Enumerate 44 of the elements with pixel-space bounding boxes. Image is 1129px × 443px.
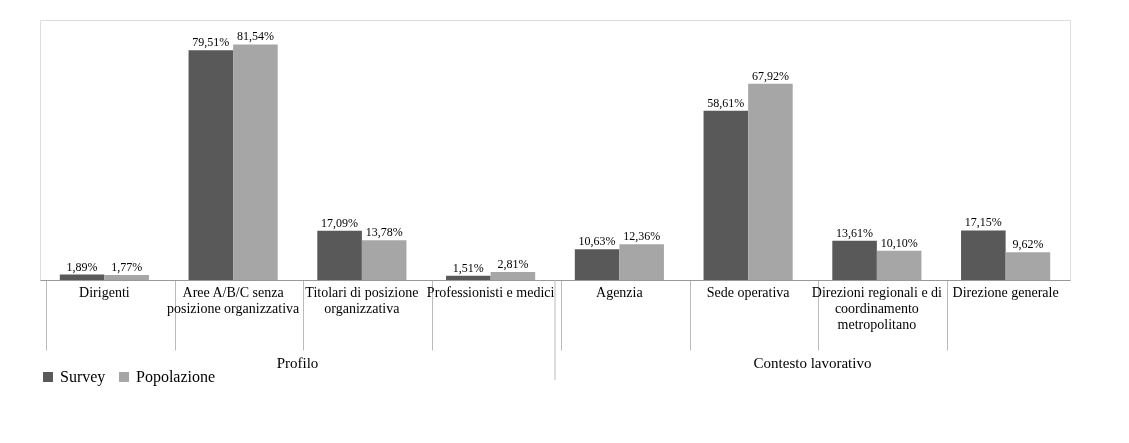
data-label: 58,61% <box>707 95 745 110</box>
bar <box>446 275 491 280</box>
bar <box>188 50 234 280</box>
bar <box>104 274 149 280</box>
bar <box>961 230 1006 280</box>
data-label: 13,78% <box>365 225 403 240</box>
bar <box>876 250 922 280</box>
data-label: 10,10% <box>880 235 918 250</box>
bar <box>703 110 749 280</box>
data-label: 81,54% <box>236 29 274 44</box>
data-label: 67,92% <box>751 68 789 83</box>
data-label: 79,51% <box>192 35 230 50</box>
x-tick-label: Direzione generale <box>952 285 1059 300</box>
bar <box>490 271 536 280</box>
data-label: 1,77% <box>111 259 143 274</box>
data-label: 9,62% <box>1012 237 1044 252</box>
bar <box>748 83 793 280</box>
bar <box>361 240 407 280</box>
data-label: 17,09% <box>321 215 359 230</box>
x-tick-label: Titolari di posizione organizzativa <box>305 285 419 316</box>
x-tick-label: Professionisti e medici <box>426 285 555 300</box>
data-label: 1,89% <box>66 259 98 274</box>
text: Profilo <box>276 355 319 371</box>
bar <box>317 230 362 280</box>
x-tick-label: Sede operativa <box>706 285 791 300</box>
bar <box>1005 252 1051 280</box>
bar <box>832 240 877 280</box>
x-tick-label: Agenzia <box>596 285 644 300</box>
bar <box>233 44 278 280</box>
bar <box>574 249 620 280</box>
x-tick-label: Dirigenti <box>79 285 130 300</box>
data-label: 1,51% <box>452 260 484 275</box>
bar <box>59 274 105 280</box>
data-label: 2,81% <box>497 256 529 271</box>
data-label: 12,36% <box>623 229 661 244</box>
data-label: 17,15% <box>964 215 1002 230</box>
data-label: 10,63% <box>578 234 616 249</box>
legend-label: Survey <box>60 368 106 386</box>
x-tick-label: Aree A/B/C senza posizione organizzativa <box>166 285 301 316</box>
text: Contesto lavorativo <box>753 355 872 371</box>
data-label: 13,61% <box>836 225 874 240</box>
legend-label: Popolazione <box>136 368 216 386</box>
bar <box>619 244 664 280</box>
x-tick-label: Direzioni regionali e di coordinamento metropolitano <box>811 285 943 332</box>
